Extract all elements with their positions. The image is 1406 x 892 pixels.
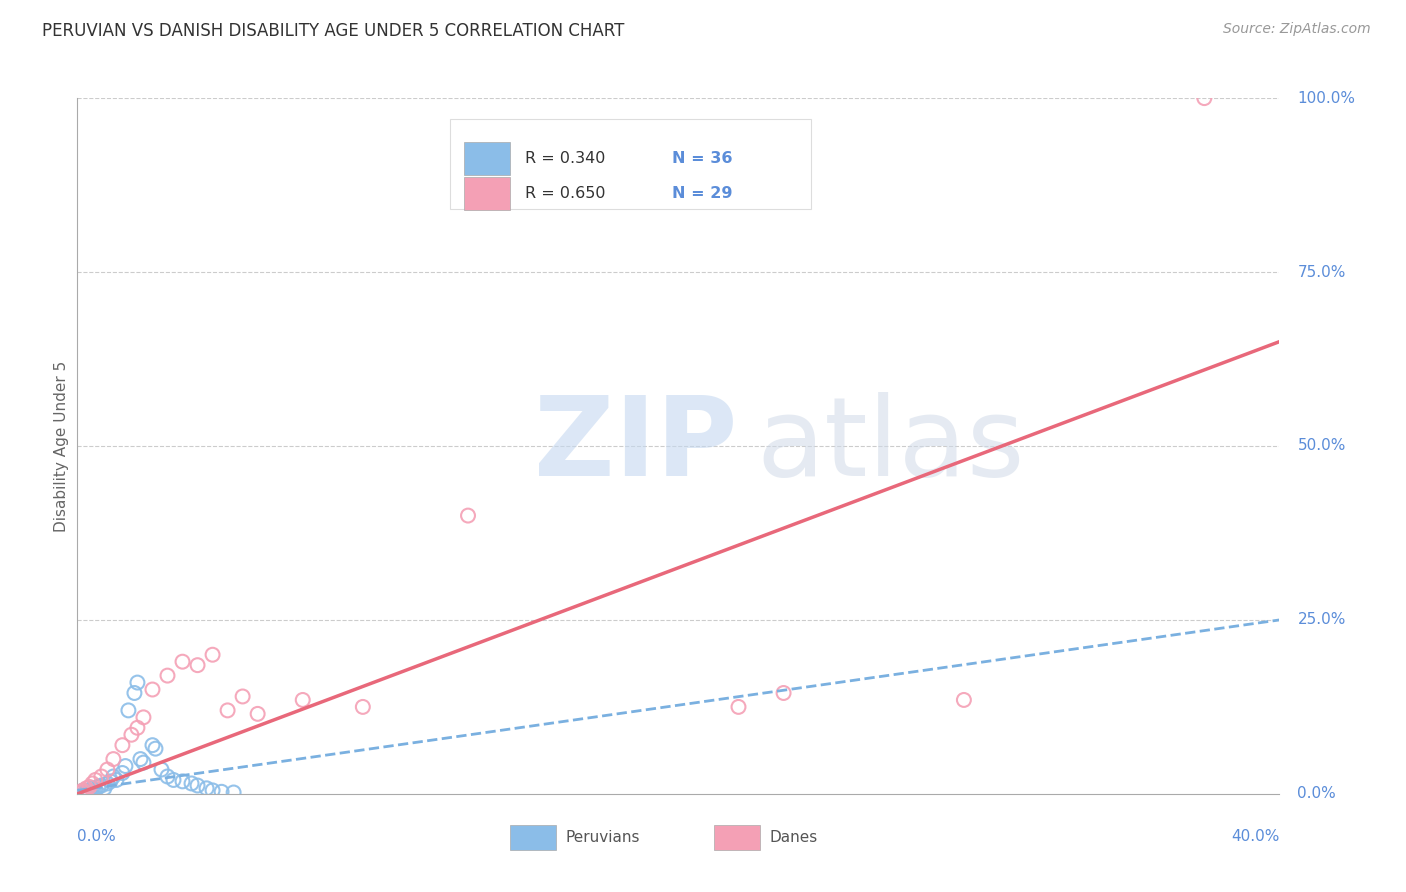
Text: Danes: Danes <box>769 830 818 846</box>
Point <box>79 780 101 794</box>
Point <box>70 785 93 799</box>
Text: R = 0.650: R = 0.650 <box>524 186 605 201</box>
Point <box>100 774 122 789</box>
Point <box>127 675 149 690</box>
Point <box>1194 91 1216 105</box>
Point <box>172 774 194 789</box>
Point <box>186 779 209 793</box>
Point <box>211 785 233 799</box>
Text: 0.0%: 0.0% <box>1298 787 1336 801</box>
Point <box>201 783 224 797</box>
Point <box>84 782 107 797</box>
Point <box>232 690 254 704</box>
Point <box>172 655 194 669</box>
Point <box>73 785 96 799</box>
Point <box>117 703 139 717</box>
Point <box>352 699 374 714</box>
Text: PERUVIAN VS DANISH DISABILITY AGE UNDER 5 CORRELATION CHART: PERUVIAN VS DANISH DISABILITY AGE UNDER … <box>42 22 624 40</box>
Text: 100.0%: 100.0% <box>1298 91 1355 105</box>
Text: 0.0%: 0.0% <box>77 829 117 844</box>
Point <box>222 785 245 799</box>
Point <box>103 769 125 784</box>
Point <box>246 706 269 721</box>
Text: N = 36: N = 36 <box>672 151 733 166</box>
Point <box>105 772 128 787</box>
Point <box>120 728 142 742</box>
Point <box>124 686 146 700</box>
Text: atlas: atlas <box>756 392 1025 500</box>
Text: 40.0%: 40.0% <box>1232 829 1279 844</box>
Bar <box>510 825 555 849</box>
FancyBboxPatch shape <box>450 119 811 210</box>
Point <box>156 668 179 682</box>
Text: Peruvians: Peruvians <box>565 830 640 846</box>
Point <box>111 766 134 780</box>
Point <box>145 741 167 756</box>
Point <box>103 752 125 766</box>
Point <box>141 738 163 752</box>
Point <box>93 781 115 796</box>
Point <box>83 784 105 798</box>
Point <box>69 785 91 799</box>
Text: 75.0%: 75.0% <box>1298 265 1346 279</box>
Point <box>72 783 94 797</box>
Point <box>953 693 976 707</box>
Point <box>87 780 110 794</box>
Text: R = 0.340: R = 0.340 <box>524 151 605 166</box>
Point <box>82 781 104 796</box>
Point <box>162 772 184 787</box>
Bar <box>464 142 510 176</box>
Text: N = 29: N = 29 <box>672 186 733 201</box>
Point <box>69 785 91 799</box>
Point <box>186 658 209 673</box>
Point <box>76 785 98 799</box>
Point <box>217 703 239 717</box>
Point <box>84 772 107 787</box>
Point <box>457 508 479 523</box>
Point <box>291 693 314 707</box>
Point <box>156 769 179 784</box>
Point <box>727 699 749 714</box>
Point <box>195 781 218 796</box>
Point <box>129 752 152 766</box>
Point <box>150 763 173 777</box>
Point <box>72 783 94 797</box>
Point <box>772 686 794 700</box>
Y-axis label: Disability Age Under 5: Disability Age Under 5 <box>53 360 69 532</box>
Point <box>132 710 155 724</box>
Text: ZIP: ZIP <box>534 392 738 500</box>
Point <box>82 776 104 790</box>
Text: Source: ZipAtlas.com: Source: ZipAtlas.com <box>1223 22 1371 37</box>
Point <box>114 759 136 773</box>
Point <box>75 781 97 796</box>
Point <box>96 776 118 790</box>
Point <box>201 648 224 662</box>
Text: 25.0%: 25.0% <box>1298 613 1346 627</box>
Point <box>70 784 93 798</box>
Point <box>90 779 112 793</box>
Point <box>79 783 101 797</box>
Point <box>90 769 112 784</box>
Point <box>141 682 163 697</box>
Point <box>180 776 202 790</box>
Point <box>127 721 149 735</box>
Point <box>96 763 118 777</box>
Text: 50.0%: 50.0% <box>1298 439 1346 453</box>
Bar <box>464 177 510 211</box>
Bar <box>714 825 761 849</box>
Point <box>75 784 97 798</box>
Point <box>132 756 155 770</box>
Point <box>111 738 134 752</box>
